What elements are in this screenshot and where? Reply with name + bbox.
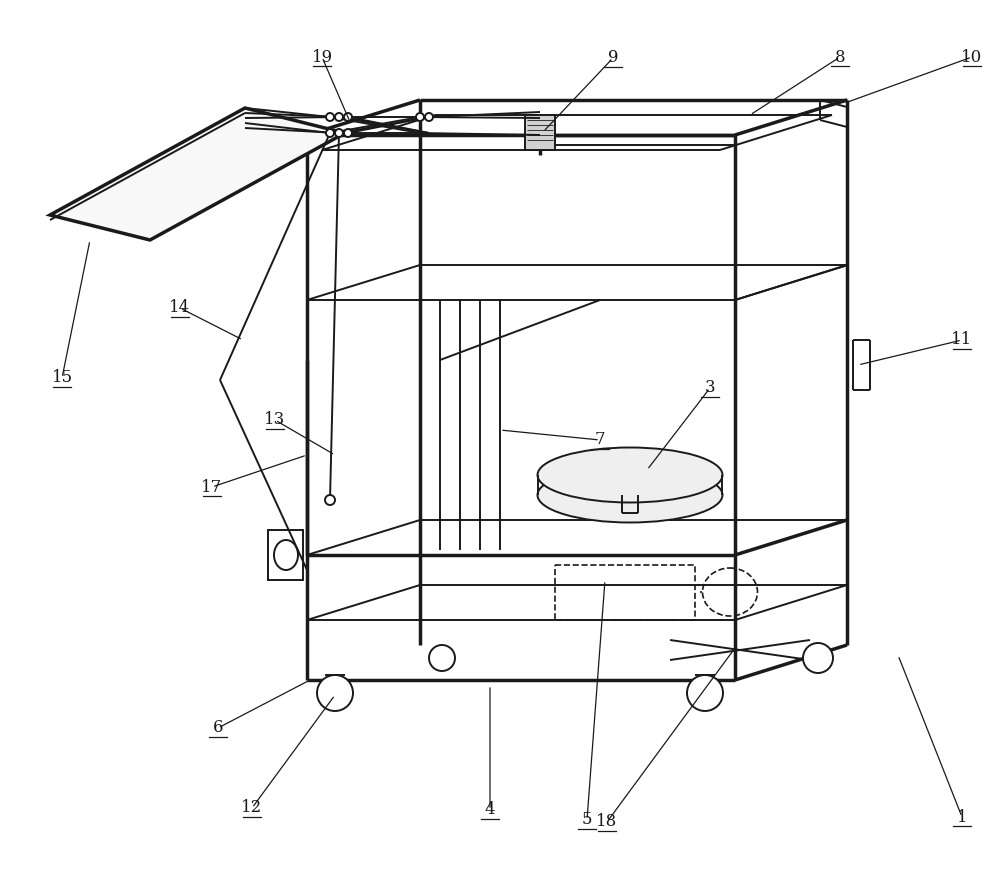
Circle shape bbox=[803, 643, 833, 673]
Bar bbox=[525, 115, 555, 150]
Text: 15: 15 bbox=[51, 369, 73, 387]
Text: 9: 9 bbox=[608, 50, 618, 67]
Text: 3: 3 bbox=[705, 380, 715, 396]
Circle shape bbox=[687, 675, 723, 711]
Ellipse shape bbox=[538, 468, 722, 522]
Text: 5: 5 bbox=[582, 812, 592, 828]
Text: 10: 10 bbox=[961, 49, 983, 65]
Polygon shape bbox=[50, 108, 345, 240]
Circle shape bbox=[344, 129, 352, 137]
Circle shape bbox=[429, 645, 455, 671]
Bar bbox=[268, 530, 303, 580]
Text: 13: 13 bbox=[264, 412, 286, 428]
Ellipse shape bbox=[274, 540, 298, 570]
Text: 19: 19 bbox=[311, 49, 333, 65]
Circle shape bbox=[344, 113, 352, 121]
Text: 18: 18 bbox=[596, 813, 618, 831]
Text: 14: 14 bbox=[169, 300, 191, 316]
Text: 17: 17 bbox=[201, 479, 223, 495]
Circle shape bbox=[335, 129, 343, 137]
Circle shape bbox=[425, 113, 433, 121]
Circle shape bbox=[326, 129, 334, 137]
Text: 7: 7 bbox=[595, 432, 605, 448]
Text: 8: 8 bbox=[835, 49, 845, 65]
Text: 4: 4 bbox=[485, 801, 495, 819]
Text: 11: 11 bbox=[951, 331, 973, 348]
Bar bbox=[555, 565, 695, 620]
Text: 12: 12 bbox=[241, 799, 263, 817]
Text: 6: 6 bbox=[213, 720, 223, 737]
Circle shape bbox=[326, 113, 334, 121]
Ellipse shape bbox=[538, 448, 722, 502]
Circle shape bbox=[416, 113, 424, 121]
Text: 1: 1 bbox=[957, 808, 967, 826]
Circle shape bbox=[317, 675, 353, 711]
Circle shape bbox=[325, 495, 335, 505]
Circle shape bbox=[335, 113, 343, 121]
